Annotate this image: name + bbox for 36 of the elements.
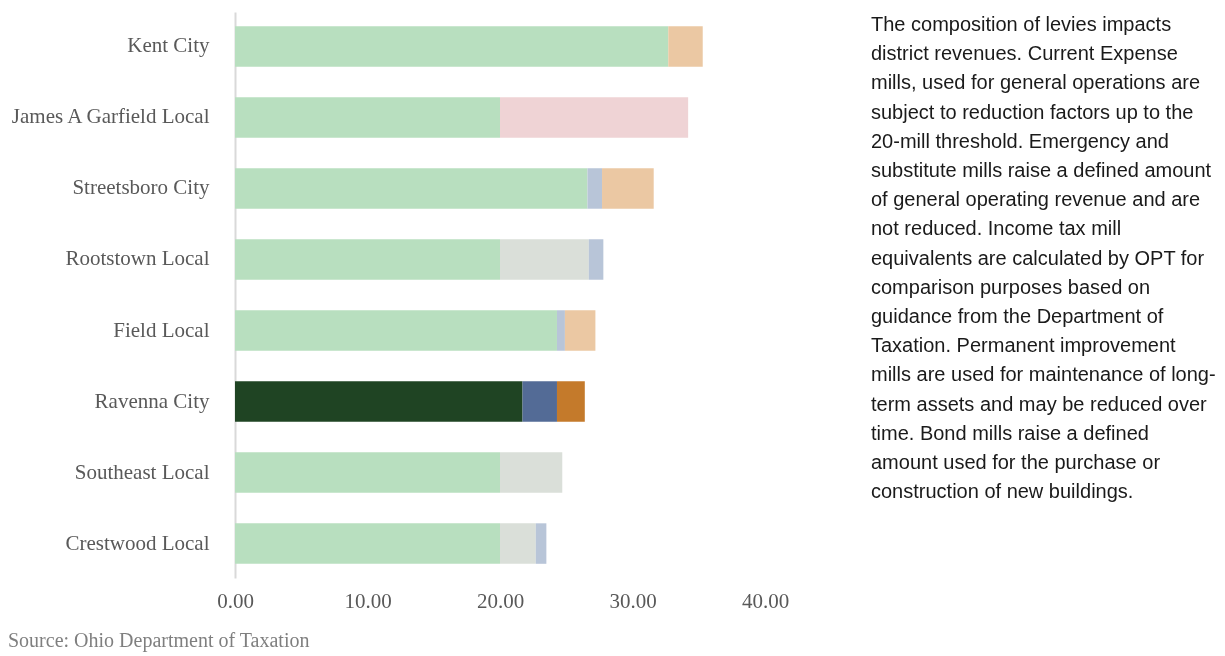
bar [235,452,500,493]
y-tick-label: Field Local [113,317,210,342]
x-tick-label: 40.00 [741,588,790,613]
y-tick-label: Rootstown Local [65,246,210,271]
bar [235,523,500,564]
bar [564,310,596,351]
bar [587,168,603,209]
x-tick-label: 10.00 [344,588,392,613]
text: The composition of levies impacts district revenues. Current Expense mills, used for general operations are subject to reduction factors up to the 20-mill threshold. Emergency and substitute mills raise a defined amount of general operating revenue and are not reduced. Income tax mill equivalents are calculated by OPT for comparison purposes based on guidance from the Department of Taxation. Permanent improvement mills are used for maintenance of long-term assets and may be reduced over time. Bond mills raise a defined amount used for the purchase or construction of new buildings. [871,13,1216,503]
bar [522,381,557,422]
bar [668,26,703,67]
y-tick-label: Ravenna City [94,388,210,413]
bar [235,310,557,351]
bar [588,239,604,280]
bar [535,523,547,564]
x-tick-label: 0.00 [217,588,254,613]
source-note: Source: Ohio Department of Taxation [8,629,310,652]
bar [235,26,669,67]
y-tick-label: Streetsboro City [72,175,210,200]
y-tick-label: James A Garfield Local [11,104,210,129]
bar [602,168,654,209]
bar [556,381,585,422]
bar [500,452,563,493]
x-tick-label: 20.00 [476,588,525,613]
x-tick-label: 30.00 [609,588,657,613]
bar [500,97,689,138]
bar [556,310,565,351]
y-tick-label: Crestwood Local [65,530,210,555]
y-tick-label: Southeast Local [74,459,210,484]
bar [500,239,589,280]
bar [235,381,523,422]
bar [500,523,536,564]
bar [235,168,588,209]
bar [235,97,500,138]
bar [235,239,500,280]
y-tick-label: Kent City [127,33,210,58]
